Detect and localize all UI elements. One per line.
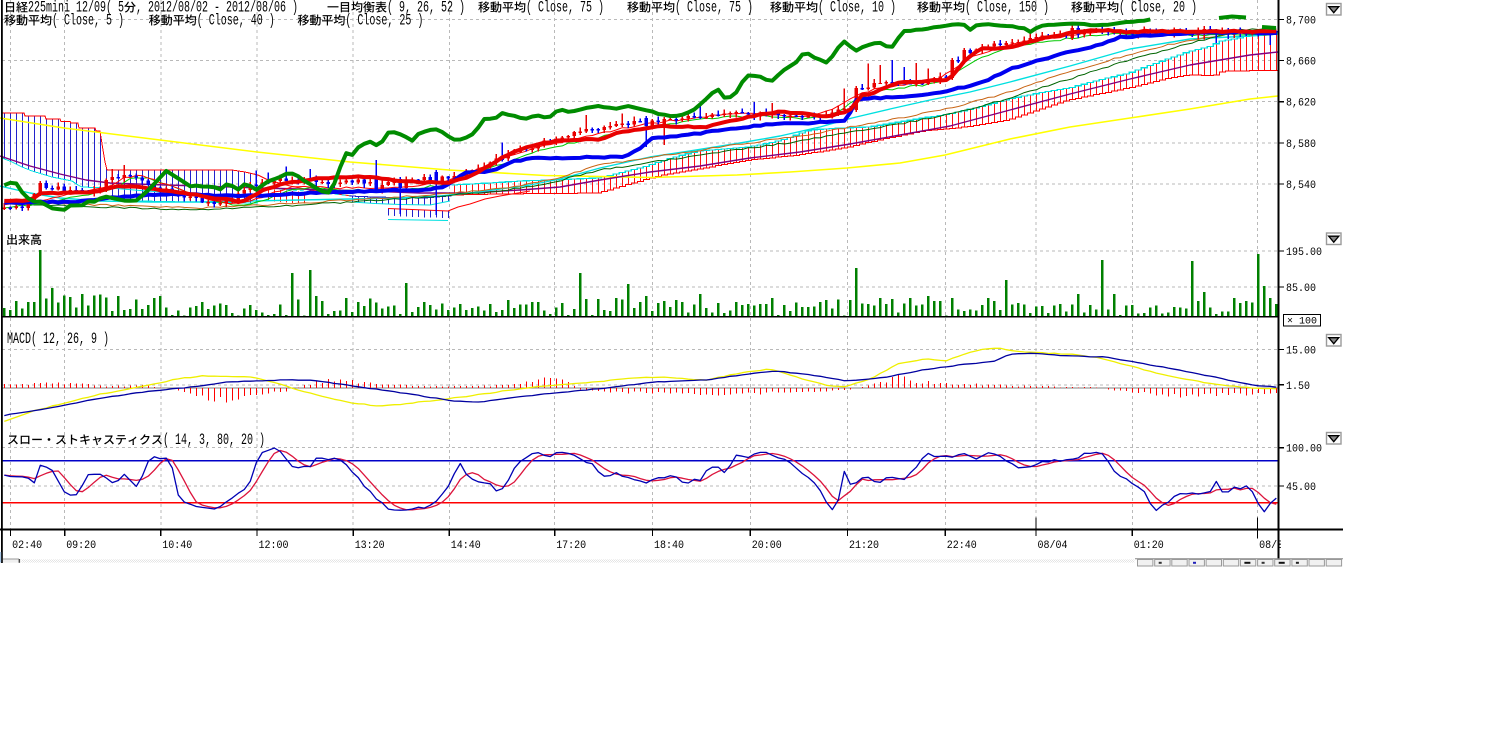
svg-text:195.00: 195.00 <box>1286 247 1322 259</box>
svg-text:8,660: 8,660 <box>1286 57 1316 69</box>
svg-text:15.00: 15.00 <box>1286 346 1316 358</box>
svg-text:( Close, 150 ): ( Close, 150 ) <box>965 0 1049 17</box>
svg-text:8,540: 8,540 <box>1286 180 1316 192</box>
svg-text:08/04: 08/04 <box>1038 540 1068 552</box>
svg-text:21:20: 21:20 <box>849 540 879 552</box>
svg-text:14:40: 14:40 <box>451 540 481 552</box>
svg-text:( Close, 10 ): ( Close, 10 ) <box>818 0 896 17</box>
svg-text:( Close, 40 ): ( Close, 40 ) <box>197 12 275 30</box>
svg-text:( 9, 26, 52 ): ( 9, 26, 52 ) <box>387 0 465 17</box>
svg-text:20:00: 20:00 <box>752 540 782 552</box>
svg-text:22:40: 22:40 <box>947 540 977 552</box>
svg-text:( Close, 75 ): ( Close, 75 ) <box>526 0 604 17</box>
svg-text:× 100: × 100 <box>1287 317 1317 328</box>
svg-text:8,700: 8,700 <box>1286 15 1316 27</box>
svg-text:45.00: 45.00 <box>1286 482 1316 494</box>
svg-text:1.50: 1.50 <box>1286 381 1310 393</box>
svg-text:225mini 12/09( 5: 225mini 12/09( 5 <box>28 0 124 17</box>
svg-text:01:20: 01:20 <box>1134 540 1164 552</box>
svg-text:( Close, 20 ): ( Close, 20 ) <box>1119 0 1197 17</box>
svg-text:12:00: 12:00 <box>259 540 289 552</box>
svg-text:09:20: 09:20 <box>66 540 96 552</box>
svg-text:100.00: 100.00 <box>1286 444 1322 456</box>
svg-text:18:40: 18:40 <box>654 540 684 552</box>
svg-text:( Close, 25 ): ( Close, 25 ) <box>345 12 423 30</box>
svg-text:MACD( 12, 26, 9 ): MACD( 12, 26, 9 ) <box>7 330 109 348</box>
svg-text:08/06: 08/06 <box>1259 540 1289 552</box>
svg-text:( 14, 3, 80, 20 ): ( 14, 3, 80, 20 ) <box>163 431 265 449</box>
svg-text:13:20: 13:20 <box>355 540 385 552</box>
svg-text:17:20: 17:20 <box>556 540 586 552</box>
svg-text:( Close, 5 ): ( Close, 5 ) <box>52 12 124 30</box>
svg-text:02:40: 02:40 <box>12 540 42 552</box>
svg-text:8,620: 8,620 <box>1286 98 1316 110</box>
svg-text:, 2012/08/02 - 2012/08/06 ): , 2012/08/02 - 2012/08/06 ) <box>136 0 298 17</box>
svg-text:10:40: 10:40 <box>162 540 192 552</box>
svg-text:( Close, 75 ): ( Close, 75 ) <box>675 0 753 17</box>
svg-text:85.00: 85.00 <box>1286 283 1316 295</box>
svg-text:8,580: 8,580 <box>1286 139 1316 151</box>
